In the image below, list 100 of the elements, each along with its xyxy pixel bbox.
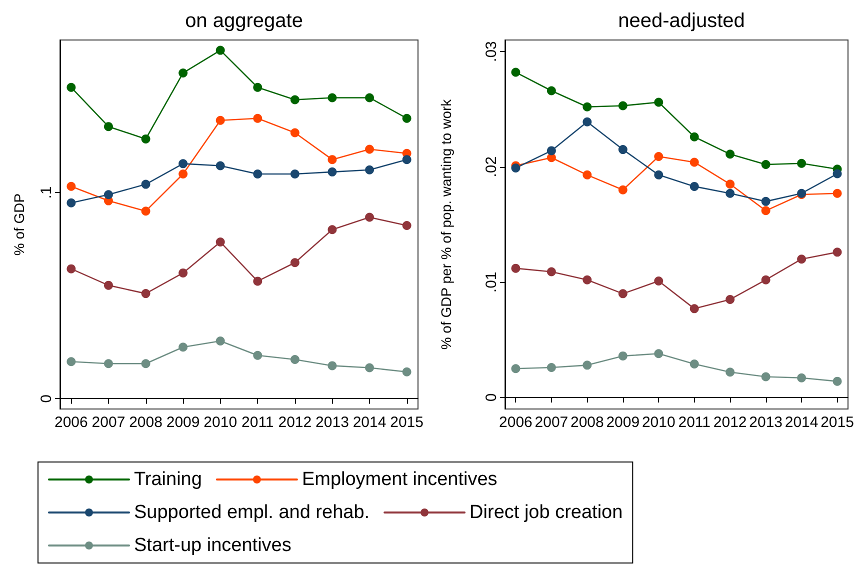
point: [690, 182, 699, 191]
y-tick-label: .01: [483, 272, 500, 293]
point: [66, 182, 76, 191]
point: [66, 82, 76, 92]
point: [797, 158, 806, 168]
y-tick-label: 0: [483, 393, 500, 402]
point: [690, 360, 699, 369]
point: [726, 150, 735, 159]
point: [216, 46, 225, 55]
legend-label: Employment incentives: [302, 469, 498, 490]
point: [654, 349, 664, 358]
point: [797, 254, 806, 264]
x-tick-label: 2015: [390, 414, 424, 431]
point: [761, 372, 770, 382]
point: [690, 158, 699, 167]
point: [726, 368, 735, 377]
point: [178, 159, 188, 168]
point: [328, 93, 337, 102]
point: [178, 68, 188, 78]
point: [290, 95, 300, 104]
x-tick-label: 2015: [820, 414, 854, 431]
y-tick-label: 0: [38, 394, 55, 403]
chart-title: need-adjusted: [618, 10, 745, 32]
point: [104, 280, 113, 290]
y-axis-title: % of GDP: [11, 193, 27, 256]
point: [618, 145, 628, 154]
x-tick-label: 2012: [713, 414, 747, 431]
point: [618, 185, 628, 194]
point: [178, 169, 188, 178]
point: [832, 169, 842, 178]
point: [290, 128, 300, 138]
point: [618, 351, 628, 360]
point: [253, 350, 262, 360]
legend-label: Training: [134, 469, 202, 490]
point: [546, 267, 556, 276]
x-tick-label: 2010: [204, 414, 238, 431]
point: [178, 268, 188, 278]
x-tick-label: 2007: [92, 414, 126, 431]
point: [654, 152, 664, 161]
point: [546, 86, 556, 96]
point: [365, 144, 374, 154]
point: [290, 169, 300, 178]
point: [582, 360, 592, 370]
point: [365, 212, 374, 222]
point: [546, 146, 556, 156]
point: [253, 114, 262, 123]
point: [104, 122, 113, 132]
x-tick-label: 2013: [749, 414, 783, 431]
x-tick-label: 2008: [570, 414, 604, 431]
point: [618, 101, 628, 110]
point: [141, 206, 150, 216]
x-tick-label: 2012: [278, 414, 312, 431]
point: [328, 155, 337, 164]
point: [104, 359, 113, 368]
point: [761, 206, 770, 216]
point: [832, 376, 842, 386]
point: [365, 93, 374, 102]
point: [290, 355, 300, 364]
point: [511, 68, 520, 77]
point: [66, 264, 76, 274]
point: [216, 161, 225, 170]
point: [654, 98, 664, 107]
point: [761, 275, 770, 284]
point: [582, 102, 592, 112]
x-tick-label: 2006: [54, 414, 88, 431]
point: [582, 117, 592, 126]
x-tick-label: 2010: [642, 414, 676, 431]
y-tick-label: .03: [483, 41, 500, 62]
point: [582, 170, 592, 180]
point: [726, 294, 735, 304]
point: [178, 342, 188, 352]
point: [328, 167, 337, 176]
point: [726, 188, 735, 198]
x-tick-label: 2013: [316, 414, 349, 431]
legend-label: Start-up incentives: [134, 535, 292, 556]
x-tick-label: 2008: [129, 414, 162, 431]
x-tick-label: 2014: [352, 414, 386, 431]
point: [402, 221, 412, 230]
point: [690, 132, 699, 142]
x-tick-label: 2011: [242, 414, 274, 431]
point: [141, 289, 150, 298]
x-tick-label: 2014: [784, 414, 818, 431]
point: [402, 367, 412, 376]
point: [511, 364, 520, 374]
point: [365, 165, 374, 174]
legend-label: Direct job creation: [470, 502, 623, 523]
point: [104, 190, 113, 200]
point: [761, 160, 770, 170]
x-tick-label: 2009: [166, 414, 200, 431]
chart-title: on aggregate: [185, 10, 303, 32]
point: [253, 169, 262, 178]
point: [511, 264, 520, 273]
point: [402, 155, 412, 164]
point: [141, 180, 150, 189]
point: [402, 114, 412, 123]
y-tick-label: .1: [38, 186, 55, 199]
point: [66, 357, 76, 366]
point: [582, 275, 592, 284]
point: [253, 276, 262, 286]
point: [832, 188, 842, 198]
